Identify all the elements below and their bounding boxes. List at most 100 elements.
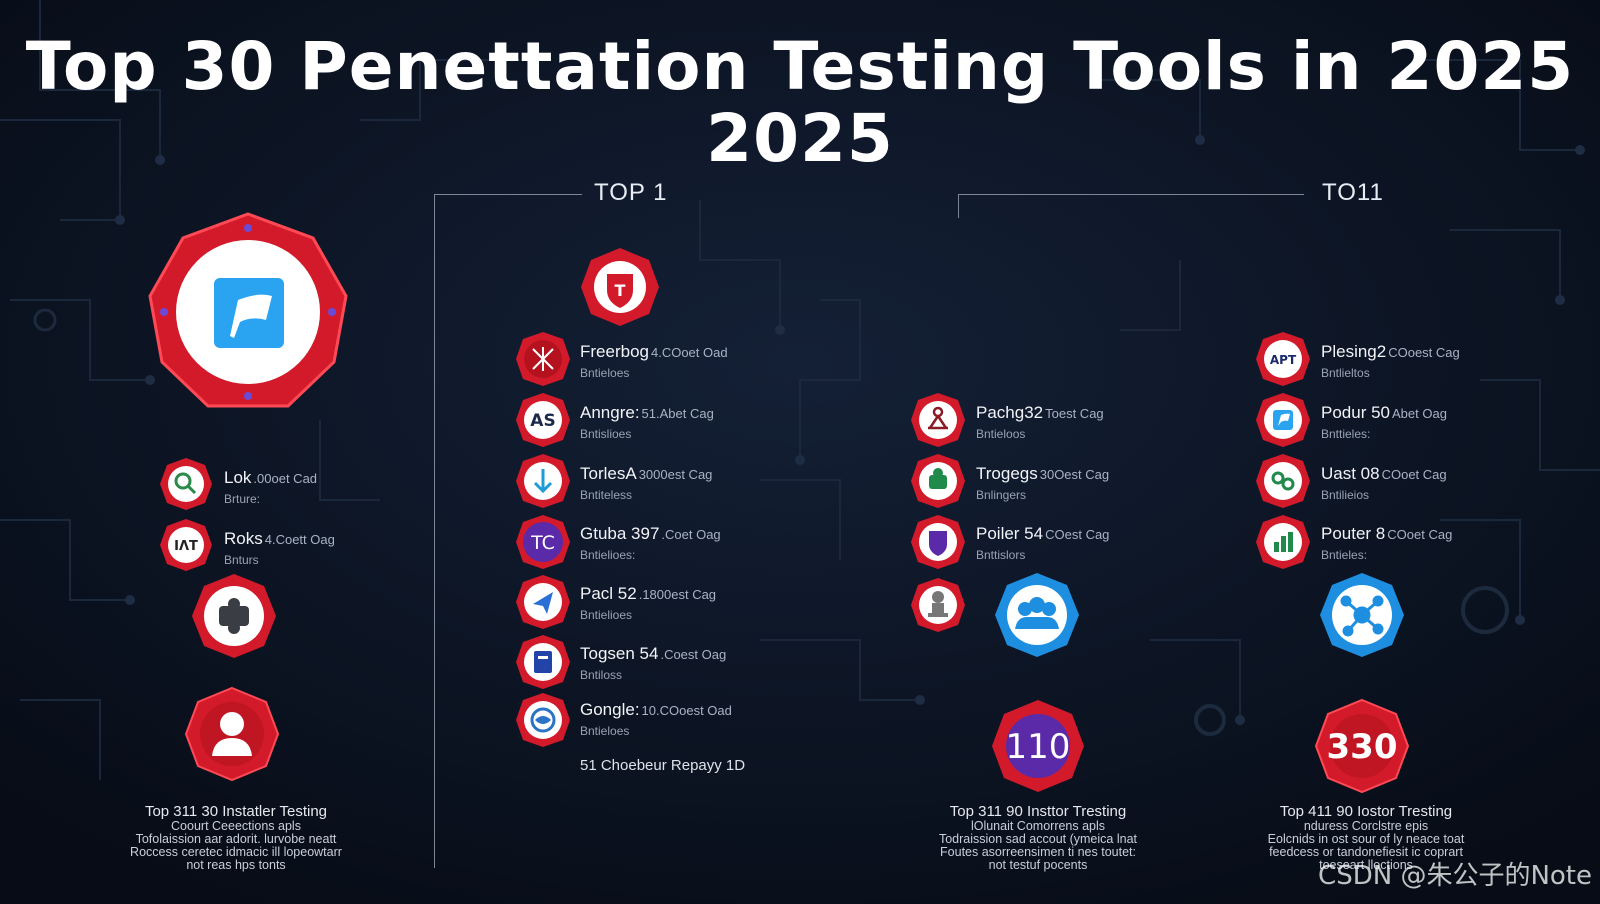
tool-item-freerbog[interactable]: Freerbog 4.COoet Oad Bntieloes	[580, 342, 728, 380]
tool-badge-torlesa[interactable]	[515, 453, 571, 509]
tool-sub: COoet Cag	[1387, 527, 1453, 542]
caption-line: not testuf pocents	[988, 858, 1088, 872]
tool-name: Togsen 54	[580, 644, 659, 663]
tool-badge-freerbog[interactable]	[515, 331, 571, 387]
tool-badge-puzzle[interactable]	[190, 572, 278, 660]
hub-icon	[1340, 595, 1384, 637]
tool-category: Bntiteless	[580, 488, 633, 502]
tool-sub: COest Cag	[1045, 527, 1110, 542]
tool-category: Bntieloos	[976, 427, 1026, 441]
tool-category: Bntieloes	[580, 724, 630, 738]
tool-badge-person[interactable]	[184, 686, 280, 782]
right-header-line	[958, 194, 1304, 195]
tool-item-anngre[interactable]: Anngre: 51.Abet Cag Bntislioes	[580, 403, 714, 441]
tool-badge-anngre[interactable]: AS	[515, 392, 571, 448]
tool-sub: .00oet Cad	[253, 471, 318, 486]
tool-badge-togsen[interactable]	[515, 634, 571, 690]
tool-badge-hub[interactable]	[1318, 571, 1406, 659]
shield-letter: T	[615, 281, 626, 300]
tool-item-podur[interactable]: Podur 50 Abet Oag Bnttieles:	[1321, 403, 1447, 441]
arrow-down-icon	[533, 469, 553, 494]
tool-category: Bntiloss	[580, 668, 623, 682]
tool-category: Bntieles:	[1321, 548, 1368, 562]
apt-icon: APT	[1270, 353, 1297, 367]
caption-line: Foutes asorreensimen ti nes toutet:	[940, 845, 1136, 859]
tool-sub: .Coet Oag	[661, 527, 721, 542]
blue-bird-icon	[533, 592, 553, 614]
tool-name: Gtuba 397	[580, 524, 660, 543]
tool-sub: 10.COoest Oad	[641, 703, 732, 718]
left-header-line	[434, 194, 582, 195]
tool-badge-gongle[interactable]	[515, 692, 571, 748]
tool-badge-uast[interactable]	[1255, 453, 1311, 509]
number-badge-110[interactable]: 110	[990, 698, 1086, 794]
caption-title: Top 311 90 Insttor Tresting	[949, 803, 1127, 820]
tool-badge-podur[interactable]	[1255, 392, 1311, 448]
left-divider-line	[434, 194, 435, 868]
tool-name: Pacl 52	[580, 584, 637, 603]
tool-badge-pacl[interactable]	[515, 574, 571, 630]
top-tool-badge[interactable]: T	[579, 246, 661, 328]
tool-name: Freerbog	[580, 342, 649, 361]
tool-badge-stamp[interactable]	[910, 577, 966, 633]
shield-t-icon	[607, 274, 633, 308]
tool-item-torlesa[interactable]: TorlesA 3000est Cag Bntiteless	[580, 464, 712, 502]
tool-sub: COoet Cag	[1381, 467, 1447, 482]
tool-badge-pachg[interactable]	[910, 392, 966, 448]
tool-badge-plesing[interactable]: APT	[1255, 331, 1311, 387]
tool-sub: 30Oest Cag	[1039, 467, 1110, 482]
tool-name: Pouter 8	[1321, 524, 1386, 543]
tool-badge-lok[interactable]	[159, 457, 213, 511]
globe-icon	[530, 707, 556, 733]
tool-sub: Toest Cag	[1045, 406, 1104, 421]
tool-item-pouter[interactable]: Pouter 8 COoet Cag Bntieles:	[1321, 524, 1452, 562]
caption-line: nduress Corclstre epis	[1303, 819, 1429, 833]
tool-name: Uast 08	[1321, 464, 1380, 483]
tool-badge-group[interactable]	[993, 571, 1081, 659]
number-badge-330[interactable]: 330	[1314, 698, 1410, 794]
tool-item-pacl[interactable]: Pacl 52.1800est Cag Bntielioes	[580, 584, 716, 622]
tool-item-plesing[interactable]: Plesing2 COoest Cag Bntlieltos	[1321, 342, 1460, 380]
purple-shield-icon	[929, 531, 947, 556]
group-icon	[1015, 597, 1059, 629]
caption-line: Coourt Ceeections apls	[171, 819, 301, 833]
tool-item-uast[interactable]: Uast 08 COoet Cag Bntilieios	[1321, 464, 1447, 502]
tool-item-togsen[interactable]: Togsen 54 .Coest Oag Bntiloss	[580, 644, 726, 682]
tool-item-trogegs[interactable]: Trogegs 30Oest Cag Bnlingers	[976, 464, 1109, 502]
caption-title: Top 411 90 Iostor Tresting	[1279, 803, 1453, 820]
tool-name: Podur 50	[1321, 403, 1390, 422]
tool-item-poiler[interactable]: Poiler 54 COest Cag Bnttislors	[976, 524, 1109, 562]
tool-item-pachg[interactable]: Pachg32 Toest Cag Bntieloos	[976, 403, 1104, 441]
tool-name: Plesing2	[1321, 342, 1387, 361]
tool-badge-pouter[interactable]	[1255, 514, 1311, 570]
right-divider-line	[958, 194, 959, 218]
link-icon	[1271, 471, 1295, 491]
tool-name: Anngre:	[580, 403, 640, 422]
tool-name: Roks	[224, 529, 263, 548]
tool-item-roks[interactable]: Roks 4.Coett Oag Bnturs	[224, 529, 335, 567]
tool-sub: 51.Abet Cag	[641, 406, 714, 421]
feature-badge	[148, 212, 348, 412]
tool-category: Bntielioes	[580, 608, 633, 622]
tool-badge-poiler[interactable]	[910, 514, 966, 570]
blue-flag-icon	[1273, 410, 1293, 430]
tool-name: Lok	[224, 468, 252, 487]
caption-line: Todraission sad accout (ymeica lnat	[938, 832, 1137, 846]
tool-category: Bntilieios	[1321, 488, 1370, 502]
tool-category: Bntielioes:	[580, 548, 636, 562]
tc-icon: TC	[530, 532, 555, 554]
tool-category: Bntieloes	[580, 366, 630, 380]
page-title: Top 30 Penettation Testing Tools in 2025	[25, 28, 1575, 105]
text-icon: IɅT	[174, 539, 198, 554]
tool-sub: COoest Cag	[1388, 345, 1460, 360]
tool-badge-gtuba[interactable]: TC	[515, 514, 571, 570]
tool-item-lok[interactable]: Lok .00oet Cad Brture:	[224, 468, 317, 506]
tool-category: Bntislioes	[580, 427, 632, 441]
caption-line: Tofolaission aar adorit. lurvobe neatt	[135, 832, 337, 846]
tool-sub: Abet Oag	[1392, 406, 1447, 421]
tool-item-gtuba[interactable]: Gtuba 397 .Coet Oag Bntielioes:	[580, 524, 721, 562]
tool-badge-roks[interactable]: IɅT	[159, 518, 213, 572]
crosshair-icon	[532, 347, 554, 371]
tool-item-gongle[interactable]: Gongle: 10.COoest Oad Bntieloes	[580, 700, 732, 738]
tool-badge-trogegs[interactable]	[910, 453, 966, 509]
